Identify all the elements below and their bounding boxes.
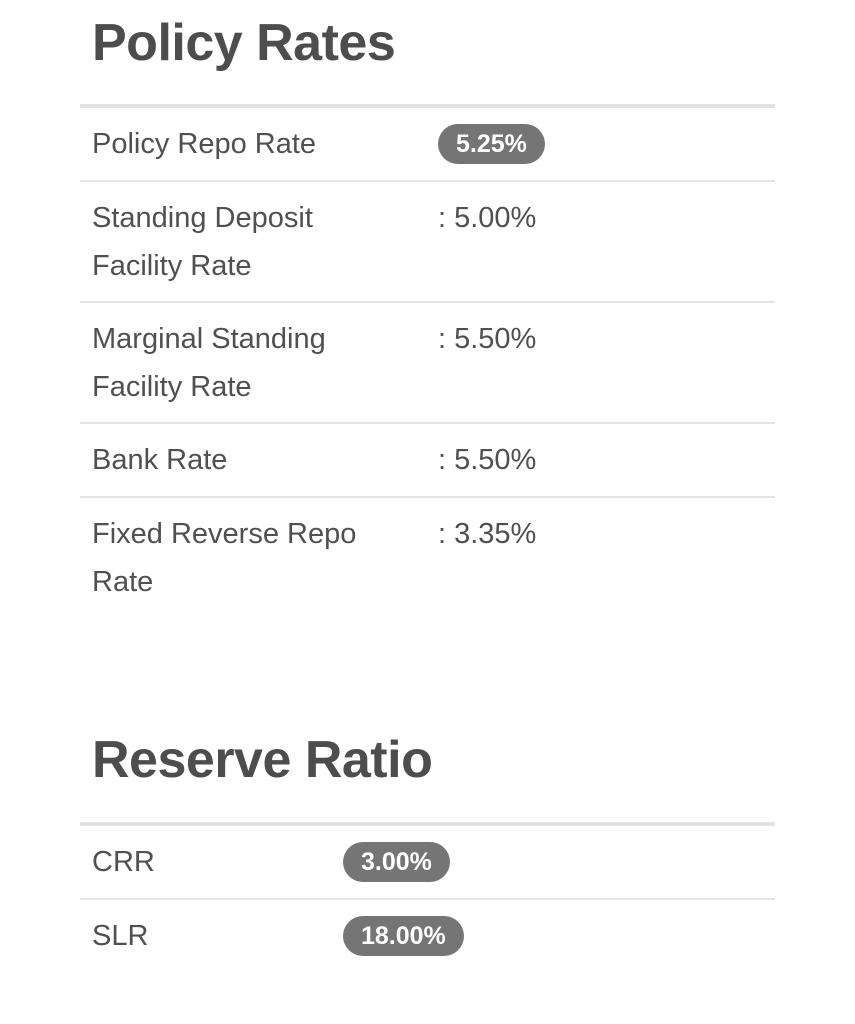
row-label: SLR (92, 920, 149, 952)
row-value: 3.00% (343, 842, 450, 882)
row-value: 18.00% (343, 916, 464, 956)
table-row-msf: Marginal Standing Facility Rate : 5.50% (80, 303, 775, 424)
policy-rates-section: Policy Rates Policy Repo Rate 5.25% Stan… (80, 8, 775, 617)
reserve-ratio-section: Reserve Ratio CRR 3.00% SLR 18.00% (80, 725, 775, 972)
policy-rates-title: Policy Rates (92, 14, 396, 72)
row-value: : 3.35% (438, 518, 537, 550)
row-label: Marginal Standing Facility Rate (80, 303, 438, 422)
row-label: Policy Repo Rate (92, 128, 317, 160)
table-row-fixed-reverse-repo: Fixed Reverse Repo Rate : 3.35% (80, 498, 775, 617)
row-label: Bank Rate (92, 444, 228, 476)
table-row-policy-repo: Policy Repo Rate 5.25% (80, 108, 775, 182)
row-value: : 5.50% (438, 323, 537, 355)
row-label: Fixed Reverse Repo Rate (80, 498, 438, 617)
row-label-text: Marginal Standing Facility Rate (92, 323, 326, 403)
table-row-crr: CRR 3.00% (80, 826, 775, 900)
table-row-bank-rate: Bank Rate : 5.50% (80, 424, 775, 498)
policy-rates-table: Policy Repo Rate 5.25% Standing Deposit … (80, 104, 775, 617)
reserve-ratio-table: CRR 3.00% SLR 18.00% (80, 822, 775, 972)
row-value: : 5.00% (438, 202, 537, 234)
table-row-sdf: Standing Deposit Facility Rate : 5.00% (80, 182, 775, 303)
row-label: CRR (92, 846, 155, 878)
rate-badge: 3.00% (343, 842, 450, 882)
table-row-slr: SLR 18.00% (80, 900, 775, 972)
row-value: : 5.50% (438, 444, 537, 476)
rate-badge: 5.25% (438, 124, 545, 164)
row-label-text: Standing Deposit Facility Rate (92, 202, 313, 282)
reserve-ratio-title: Reserve Ratio (92, 731, 433, 789)
row-label: Standing Deposit Facility Rate (80, 182, 438, 301)
rate-badge: 18.00% (343, 916, 464, 956)
row-label-text: Fixed Reverse Repo Rate (92, 518, 357, 598)
row-value: 5.25% (438, 124, 545, 164)
